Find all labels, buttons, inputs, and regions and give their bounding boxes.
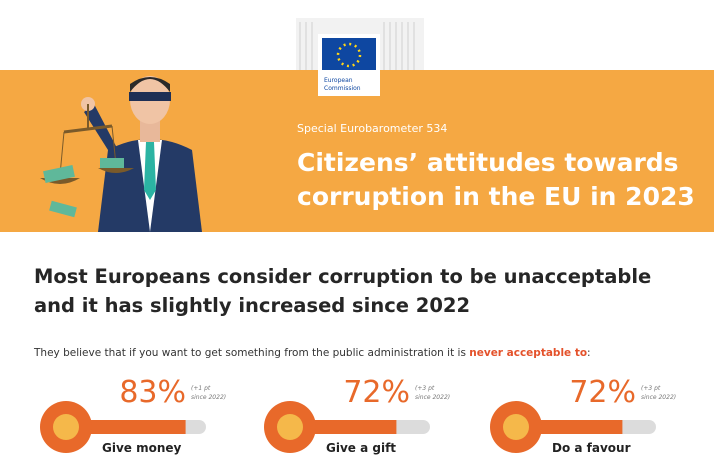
headline: and it has slightly increased since 2022 [34,294,470,317]
icon [53,414,79,440]
note: (+3 pt [641,385,661,392]
logo-text: European [324,77,353,84]
intro-emphasis: never acceptable to [469,347,587,359]
note: (+3 pt [415,385,435,392]
note: since 2022) [415,394,450,401]
items: 83% (+1 pt since 2022) Give money 72% (+3 pt s… [40,375,676,455]
kicker: Special Eurobarometer 534 [297,122,447,135]
intro-text: They believe that if you want to get som… [33,347,469,359]
caption: Give a gift [326,441,396,455]
caption: Give money [102,441,182,455]
logo-plate [318,70,380,96]
note: since 2022) [191,394,226,401]
logo-text: Commission [324,85,361,92]
bar [310,420,397,434]
note: (+1 pt [191,385,211,392]
title: Citizens’ attitudes towards [297,148,679,177]
icon [503,414,529,440]
intro-end: : [587,347,591,359]
caption: Do a favour [552,441,631,455]
illustration [40,76,202,232]
percent: 72% [343,375,410,410]
note: since 2022) [641,394,676,401]
title: corruption in the EU in 2023 [297,182,695,211]
bar [86,420,186,434]
percent: 83% [119,375,186,410]
headline: Most Europeans consider corruption to be… [34,265,651,288]
icon [277,414,303,440]
intro: They believe that if you want to get som… [33,347,591,359]
percent: 72% [569,375,636,410]
bar [536,420,623,434]
